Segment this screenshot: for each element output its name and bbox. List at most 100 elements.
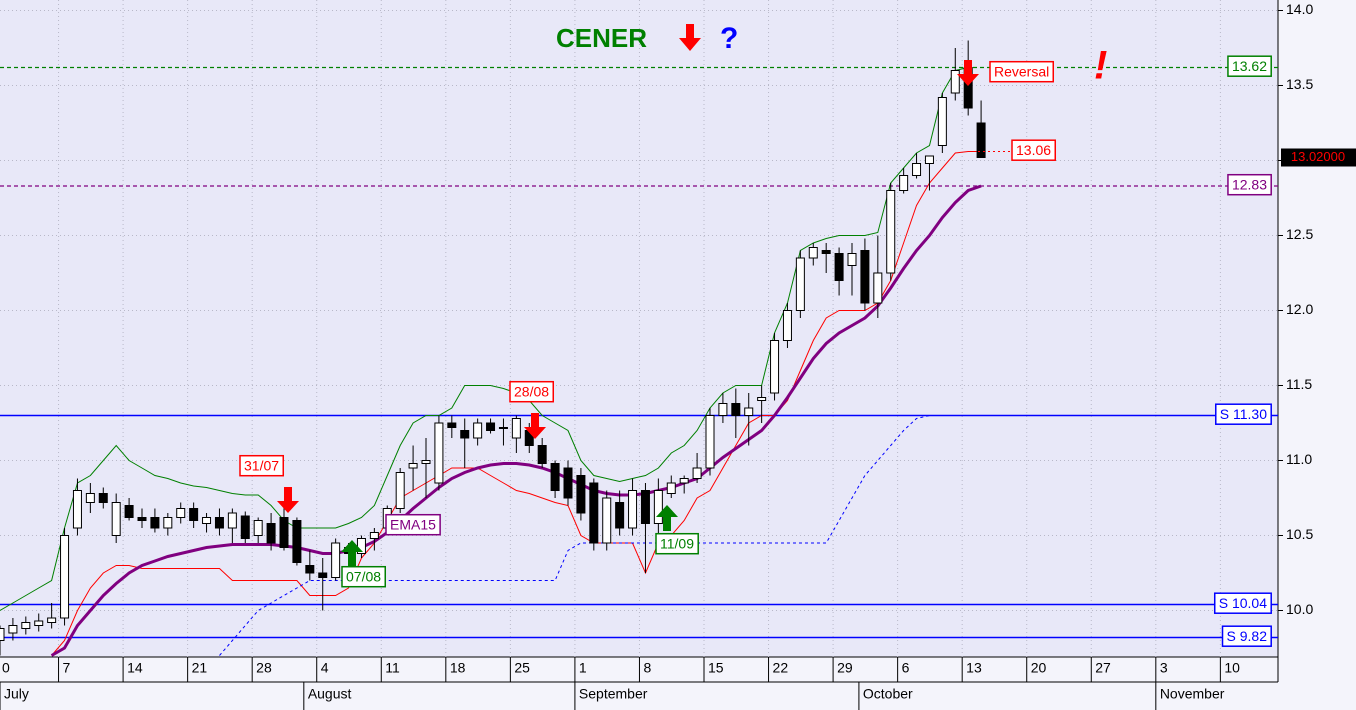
y-tick-label: 10.5 (1286, 526, 1313, 542)
y-tick-label: 13.5 (1286, 76, 1313, 92)
x-tick-label: 22 (773, 660, 789, 676)
candle-body (292, 520, 302, 563)
ema-line (50, 184, 982, 657)
x-tick-label: 6 (902, 660, 910, 676)
indicator-line (51, 151, 982, 656)
x-tick-label: 21 (192, 660, 208, 676)
chart-title: CENER (556, 23, 647, 53)
annotation-label: 28/08 (514, 384, 549, 400)
candle-body (137, 517, 147, 521)
candle-body (202, 517, 212, 524)
signal-arrow (656, 505, 678, 531)
plot-layer (0, 0, 1278, 657)
candle-body (447, 422, 457, 428)
x-tick-label: 20 (1031, 660, 1047, 676)
candle-body (124, 505, 134, 518)
candle-body (770, 340, 780, 394)
candle-body (176, 508, 186, 518)
annotation-label: Reversal (994, 64, 1049, 80)
candle-body (253, 520, 263, 536)
x-tick-label: 18 (450, 660, 466, 676)
candle-body (860, 250, 870, 304)
stop-label: 13.06 (1016, 142, 1051, 158)
candle-body (240, 515, 250, 539)
x-tick-label: 14 (127, 660, 143, 676)
level-label: 13.62 (1232, 58, 1267, 74)
x-tick-label: 4 (321, 660, 329, 676)
candle-body (576, 475, 586, 514)
y-tick-label: 12.5 (1286, 226, 1313, 242)
title-arrow (679, 24, 701, 51)
label-box (1213, 592, 1272, 614)
candle-body (85, 493, 95, 503)
label-box (509, 380, 554, 403)
level-label: S 11.30 (1220, 406, 1267, 422)
candle-body (98, 493, 108, 503)
candle-body (808, 247, 818, 259)
candle-body (318, 572, 328, 578)
candle-body (434, 422, 444, 484)
candle-body (486, 422, 496, 431)
y-tick-label: 14.0 (1286, 1, 1313, 17)
candle-body (899, 175, 909, 191)
candle-body (21, 622, 31, 629)
candle-body (227, 512, 237, 529)
month-label: October (863, 686, 913, 702)
candle-body (60, 535, 70, 619)
candle-body (757, 397, 767, 401)
candle-body (72, 490, 82, 529)
x-tick-label: 15 (708, 660, 724, 676)
last-price-box (1281, 148, 1356, 167)
x-tick-label: 0 (2, 660, 10, 676)
month-label: August (308, 686, 352, 702)
y-axis-background (1278, 0, 1356, 710)
x-tick-label: 10 (1224, 660, 1240, 676)
candle-body (731, 403, 741, 416)
candle-body (369, 532, 379, 539)
candle-body (615, 502, 625, 529)
candle-body (937, 97, 947, 146)
candle-body (744, 407, 754, 416)
annotation-label: 07/08 (346, 569, 381, 585)
candle-body (563, 467, 573, 499)
month-label: July (4, 686, 29, 702)
candle-body (537, 445, 547, 464)
candle-body (498, 427, 508, 429)
candle-body (912, 163, 922, 176)
candle-body (408, 463, 418, 469)
candle-body (305, 565, 315, 574)
signal-arrow (957, 60, 979, 86)
label-box (1011, 139, 1056, 161)
candle-body (821, 250, 831, 254)
label-box (385, 513, 441, 536)
x-tick-label: 11 (385, 660, 400, 676)
candle-body (692, 467, 702, 479)
x-tick-label: 8 (643, 660, 651, 676)
candle-body (589, 482, 599, 544)
candle-body (0, 628, 5, 641)
candle-body (163, 517, 173, 529)
candle-body (602, 497, 612, 544)
annotation-label: 11/09 (660, 536, 694, 552)
label-box (341, 565, 386, 588)
x-tick-label: 25 (514, 660, 530, 676)
candle-body (666, 482, 676, 494)
candle-body (34, 620, 44, 626)
label-box (655, 532, 699, 555)
signal-arrow (341, 540, 363, 566)
candle-body (550, 463, 560, 491)
signal-arrow (277, 487, 299, 513)
candle-body (795, 257, 805, 311)
candle-body (266, 523, 276, 544)
candle-body (718, 403, 728, 416)
x-tick-label: 27 (1095, 660, 1111, 676)
label-box (239, 454, 284, 477)
signal-arrow (524, 413, 546, 439)
candle-body (873, 272, 883, 304)
annotation-label: 31/07 (244, 458, 279, 474)
candle-body (473, 422, 483, 439)
candle-body (705, 415, 715, 469)
candle-body (214, 517, 224, 529)
y-tick-label: 11.0 (1286, 451, 1312, 467)
level-label: 12.83 (1232, 177, 1267, 193)
